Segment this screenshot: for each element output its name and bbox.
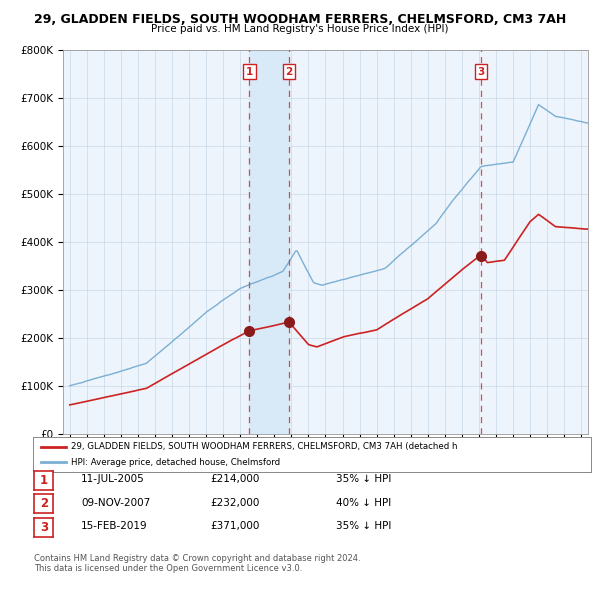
Text: 1: 1 xyxy=(245,67,253,77)
Text: 40% ↓ HPI: 40% ↓ HPI xyxy=(336,498,391,507)
Text: 35% ↓ HPI: 35% ↓ HPI xyxy=(336,522,391,531)
Text: 3: 3 xyxy=(40,521,48,534)
Text: 1: 1 xyxy=(40,474,48,487)
Text: 3: 3 xyxy=(478,67,485,77)
Text: HPI: Average price, detached house, Chelmsford: HPI: Average price, detached house, Chel… xyxy=(71,458,280,467)
Text: 15-FEB-2019: 15-FEB-2019 xyxy=(81,522,148,531)
Text: £232,000: £232,000 xyxy=(210,498,259,507)
Text: 29, GLADDEN FIELDS, SOUTH WOODHAM FERRERS, CHELMSFORD, CM3 7AH: 29, GLADDEN FIELDS, SOUTH WOODHAM FERRER… xyxy=(34,13,566,26)
Text: 09-NOV-2007: 09-NOV-2007 xyxy=(81,498,150,507)
Text: £214,000: £214,000 xyxy=(210,474,259,484)
Text: 2: 2 xyxy=(286,67,293,77)
Text: 2: 2 xyxy=(40,497,48,510)
Text: 29, GLADDEN FIELDS, SOUTH WOODHAM FERRERS, CHELMSFORD, CM3 7AH (detached h: 29, GLADDEN FIELDS, SOUTH WOODHAM FERRER… xyxy=(71,442,457,451)
Bar xyxy=(250,50,289,434)
Text: 35% ↓ HPI: 35% ↓ HPI xyxy=(336,474,391,484)
Text: This data is licensed under the Open Government Licence v3.0.: This data is licensed under the Open Gov… xyxy=(34,564,302,573)
Text: £371,000: £371,000 xyxy=(210,522,259,531)
Text: 11-JUL-2005: 11-JUL-2005 xyxy=(81,474,145,484)
Text: Price paid vs. HM Land Registry's House Price Index (HPI): Price paid vs. HM Land Registry's House … xyxy=(151,25,449,34)
Text: Contains HM Land Registry data © Crown copyright and database right 2024.: Contains HM Land Registry data © Crown c… xyxy=(34,554,361,563)
